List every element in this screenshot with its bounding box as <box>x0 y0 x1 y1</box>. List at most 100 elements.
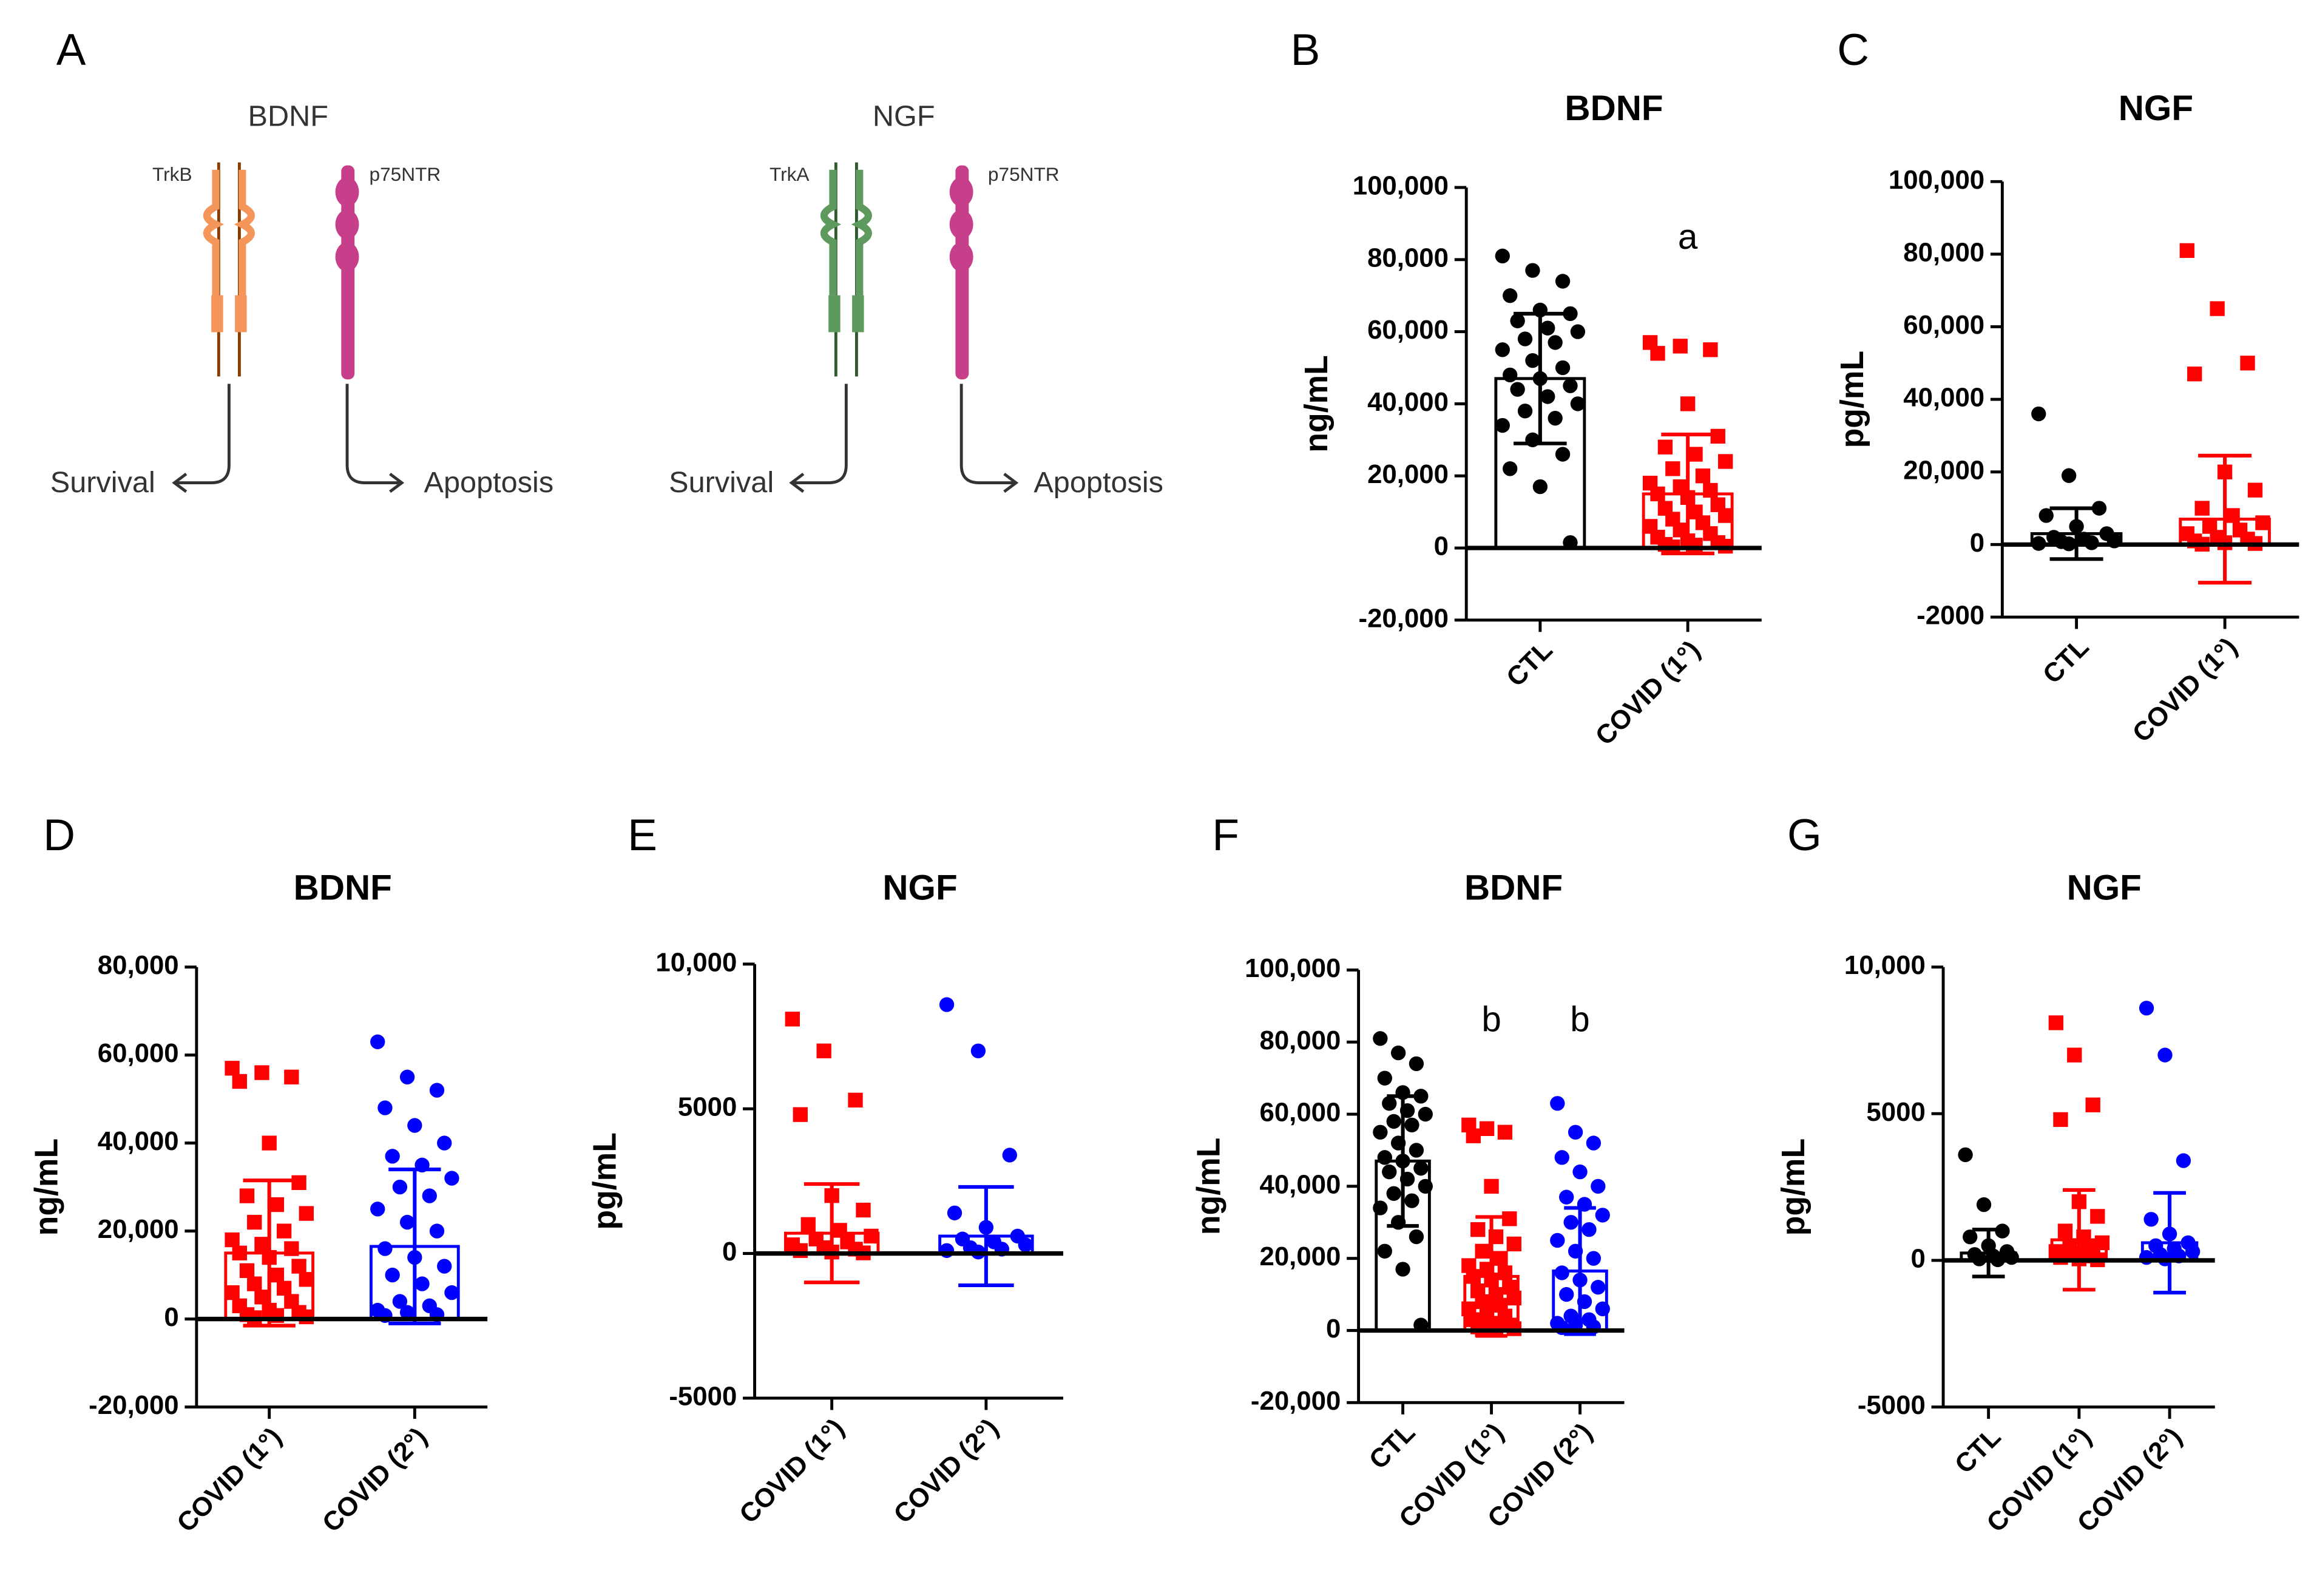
y-tick-label: 0 <box>1970 528 1984 558</box>
y-tick-label: 60,000 <box>1367 315 1449 345</box>
data-point <box>299 1272 314 1287</box>
data-point <box>284 1069 299 1084</box>
data-point <box>1540 389 1555 404</box>
data-point <box>2179 243 2194 259</box>
error-bar <box>1972 1228 2005 1279</box>
annotation: b <box>1570 999 1589 1039</box>
outcome-label: Survival <box>669 466 774 499</box>
data-point <box>2053 1249 2068 1265</box>
data-point <box>232 1245 247 1260</box>
data-point <box>2225 508 2240 523</box>
data-point <box>1540 320 1555 336</box>
data-point <box>1550 1096 1565 1111</box>
y-axis-label: pg/mL <box>587 1132 623 1230</box>
data-point <box>1650 346 1665 361</box>
y-tick-label: 0 <box>164 1302 178 1332</box>
chart-title: BDNF <box>1565 89 1663 128</box>
data-point <box>437 1135 452 1151</box>
data-point <box>1377 1070 1392 1086</box>
data-point <box>1958 1147 1973 1163</box>
data-point <box>947 1205 962 1220</box>
error-bar <box>2153 1191 2186 1295</box>
trka-receptor <box>820 162 872 377</box>
error-bar <box>803 1182 860 1285</box>
data-point <box>1517 331 1533 347</box>
data-point <box>414 1276 430 1291</box>
data-point <box>1495 342 1510 357</box>
error-bar <box>1661 432 1714 555</box>
y-tick-label: 40,000 <box>1903 383 1984 413</box>
y-tick-label: -20,000 <box>89 1390 179 1420</box>
data-point <box>1404 1193 1419 1208</box>
data-point <box>1495 418 1510 433</box>
data-point <box>254 1290 269 1305</box>
outcome-label: Apoptosis <box>424 466 554 499</box>
data-point <box>2240 356 2255 371</box>
data-point <box>1382 1164 1397 1180</box>
y-axis-label: ng/mL <box>29 1138 65 1236</box>
y-tick-label: 5000 <box>1866 1097 1925 1127</box>
y-tick-label: 60,000 <box>1259 1098 1341 1128</box>
data-point <box>1559 1287 1574 1302</box>
data-point <box>1382 1096 1397 1111</box>
data-point <box>247 1276 262 1291</box>
data-point <box>1373 1200 1388 1216</box>
data-point <box>939 1243 955 1258</box>
data-point <box>1570 396 1586 411</box>
data-point <box>1665 461 1680 476</box>
annotation: b <box>1481 999 1501 1039</box>
data-point <box>1466 1269 1481 1284</box>
data-point <box>2061 468 2077 483</box>
data-point <box>1418 1178 1433 1194</box>
y-tick-label: 80,000 <box>1367 243 1449 272</box>
data-point <box>284 1241 299 1256</box>
data-point <box>1409 1143 1424 1158</box>
data-point <box>1386 1114 1401 1129</box>
data-point <box>1695 468 1711 484</box>
data-point <box>1963 1229 1978 1245</box>
data-point <box>225 1061 240 1076</box>
data-point <box>2176 1153 2191 1168</box>
data-point <box>1484 1178 1499 1194</box>
data-point <box>939 997 955 1012</box>
data-point <box>1503 461 1518 476</box>
data-point <box>1570 324 1586 339</box>
data-point <box>444 1171 459 1186</box>
data-point <box>392 1179 408 1195</box>
data-point <box>1373 1124 1388 1140</box>
data-point <box>800 1217 816 1233</box>
data-point <box>1506 1290 1521 1306</box>
data-point <box>1554 1265 1569 1280</box>
data-point <box>1559 1189 1574 1205</box>
data-point <box>1688 447 1703 462</box>
data-point <box>276 1280 292 1296</box>
data-point <box>399 1214 415 1230</box>
data-point <box>1002 1148 1017 1163</box>
data-point <box>1377 1150 1392 1165</box>
data-point <box>1470 1222 1486 1237</box>
data-point <box>254 1237 269 1252</box>
data-point <box>1554 1150 1569 1165</box>
error-bar <box>1564 1206 1596 1336</box>
data-point <box>377 1100 393 1115</box>
y-axis-label: ng/mL <box>1191 1138 1226 1236</box>
data-point <box>239 1263 255 1278</box>
data-point <box>2053 1112 2068 1128</box>
y-tick-label: 10,000 <box>655 947 737 977</box>
data-point <box>1680 396 1696 411</box>
error-bar <box>1475 1215 1507 1338</box>
data-point <box>1466 1128 1481 1143</box>
data-point <box>2038 508 2054 523</box>
y-tick-label: 60,000 <box>1903 310 1984 340</box>
y-tick-label: 20,000 <box>1903 455 1984 485</box>
data-point <box>407 1118 422 1133</box>
data-point <box>1595 1208 1610 1223</box>
receptor-label: TrkA <box>770 163 810 185</box>
data-point <box>1413 1089 1429 1104</box>
data-point <box>437 1259 452 1274</box>
p75-receptors <box>335 165 973 380</box>
x-tick-label: COVID (1°) <box>171 1422 288 1538</box>
data-point <box>1517 404 1533 419</box>
chart-title: NGF <box>2067 868 2142 907</box>
